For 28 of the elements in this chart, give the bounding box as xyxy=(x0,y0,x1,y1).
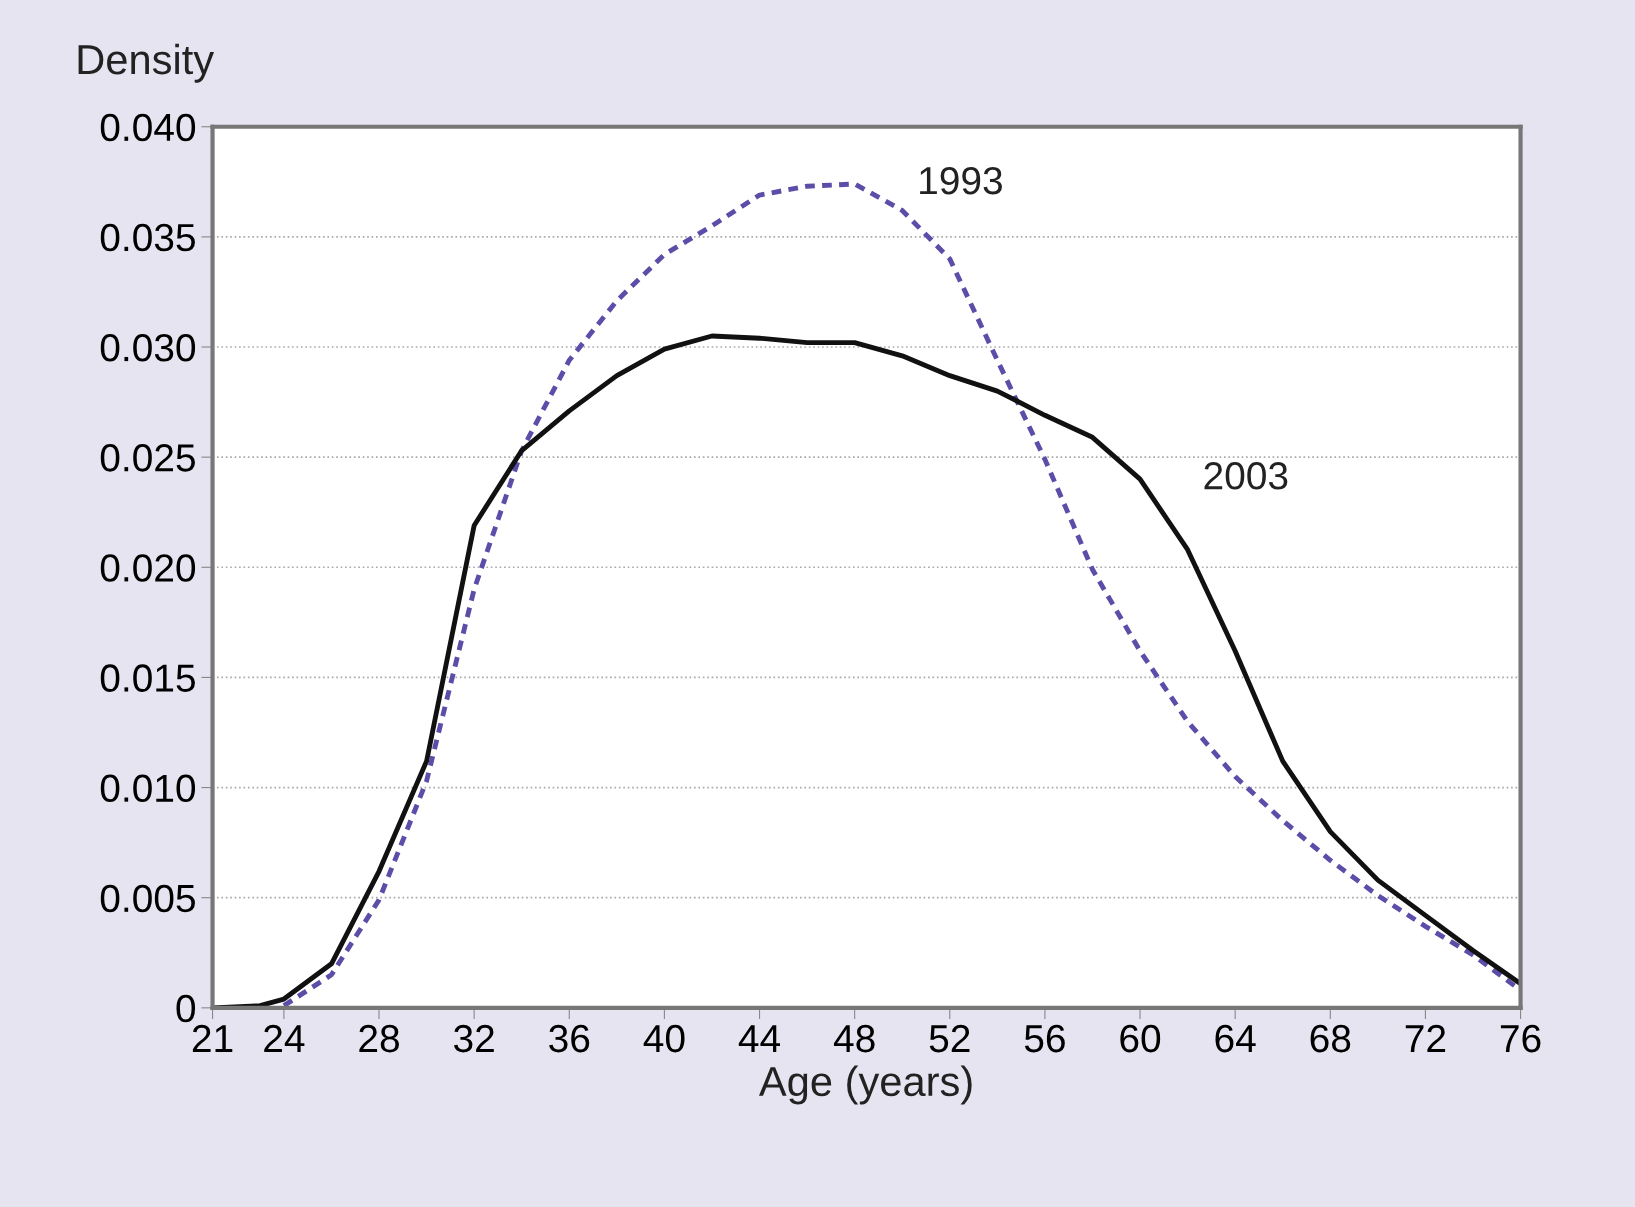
y-tick-label: 0.025 xyxy=(100,444,195,472)
y-tick-label: 0.020 xyxy=(100,554,196,582)
series-label: 1993 xyxy=(920,166,1002,195)
y-tick-label: 0.035 xyxy=(100,223,195,252)
x-tick-label: 48 xyxy=(833,1024,875,1053)
y-tick-label: 0.040 xyxy=(100,113,196,142)
y-tick-label: 0 xyxy=(176,994,196,1023)
x-axis-title: Age (years) xyxy=(758,1065,972,1105)
x-tick-label: 28 xyxy=(359,1024,399,1053)
x-tick-label: 52 xyxy=(929,1024,970,1053)
y-tick-label: 0.030 xyxy=(100,333,196,362)
x-tick-label: 72 xyxy=(1405,1024,1446,1052)
x-tick-label: 32 xyxy=(454,1024,494,1053)
x-tick-label: 64 xyxy=(1215,1024,1256,1053)
x-tick-label: 68 xyxy=(1310,1024,1351,1053)
y-tick-label: 0.005 xyxy=(100,884,195,913)
x-tick-label: 76 xyxy=(1500,1024,1541,1053)
x-tick-label: 21 xyxy=(192,1024,233,1052)
x-tick-label: 24 xyxy=(264,1024,305,1052)
x-tick-label: 44 xyxy=(738,1025,781,1052)
series-label: 2003 xyxy=(1204,462,1288,490)
x-tick-label: 60 xyxy=(1120,1024,1161,1053)
x-tick-label: 56 xyxy=(1024,1024,1065,1053)
x-tick-label: 36 xyxy=(549,1024,590,1053)
y-axis-title: Density xyxy=(78,43,215,83)
x-tick-label: 40 xyxy=(643,1024,685,1053)
y-tick-label: 0.015 xyxy=(100,664,195,692)
y-tick-label: 0.010 xyxy=(100,774,196,803)
